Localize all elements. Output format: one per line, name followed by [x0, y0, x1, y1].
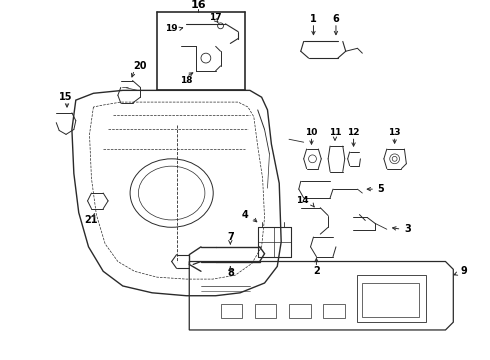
- Text: 20: 20: [134, 61, 147, 71]
- Bar: [289, 303, 311, 318]
- Text: 15: 15: [59, 92, 73, 102]
- Text: 7: 7: [227, 232, 234, 242]
- Text: 3: 3: [404, 224, 411, 234]
- Text: 13: 13: [389, 128, 401, 137]
- Text: 1: 1: [310, 14, 317, 24]
- Text: 19: 19: [165, 24, 177, 33]
- Text: 21: 21: [85, 215, 98, 225]
- Bar: [255, 303, 276, 318]
- Text: 6: 6: [333, 14, 340, 24]
- Text: 16: 16: [190, 0, 206, 10]
- Text: 9: 9: [460, 266, 467, 276]
- Text: 12: 12: [347, 128, 360, 137]
- Text: 10: 10: [305, 128, 318, 137]
- Text: 17: 17: [209, 13, 222, 22]
- Text: 2: 2: [313, 266, 320, 276]
- Bar: [323, 303, 345, 318]
- Text: 5: 5: [377, 184, 384, 194]
- Text: 18: 18: [180, 76, 193, 85]
- Text: 14: 14: [296, 196, 309, 205]
- Bar: [363, 283, 419, 317]
- Bar: [358, 275, 426, 322]
- Bar: [220, 303, 242, 318]
- Text: 11: 11: [329, 128, 341, 137]
- Text: 8: 8: [227, 268, 234, 278]
- Text: 4: 4: [241, 210, 248, 220]
